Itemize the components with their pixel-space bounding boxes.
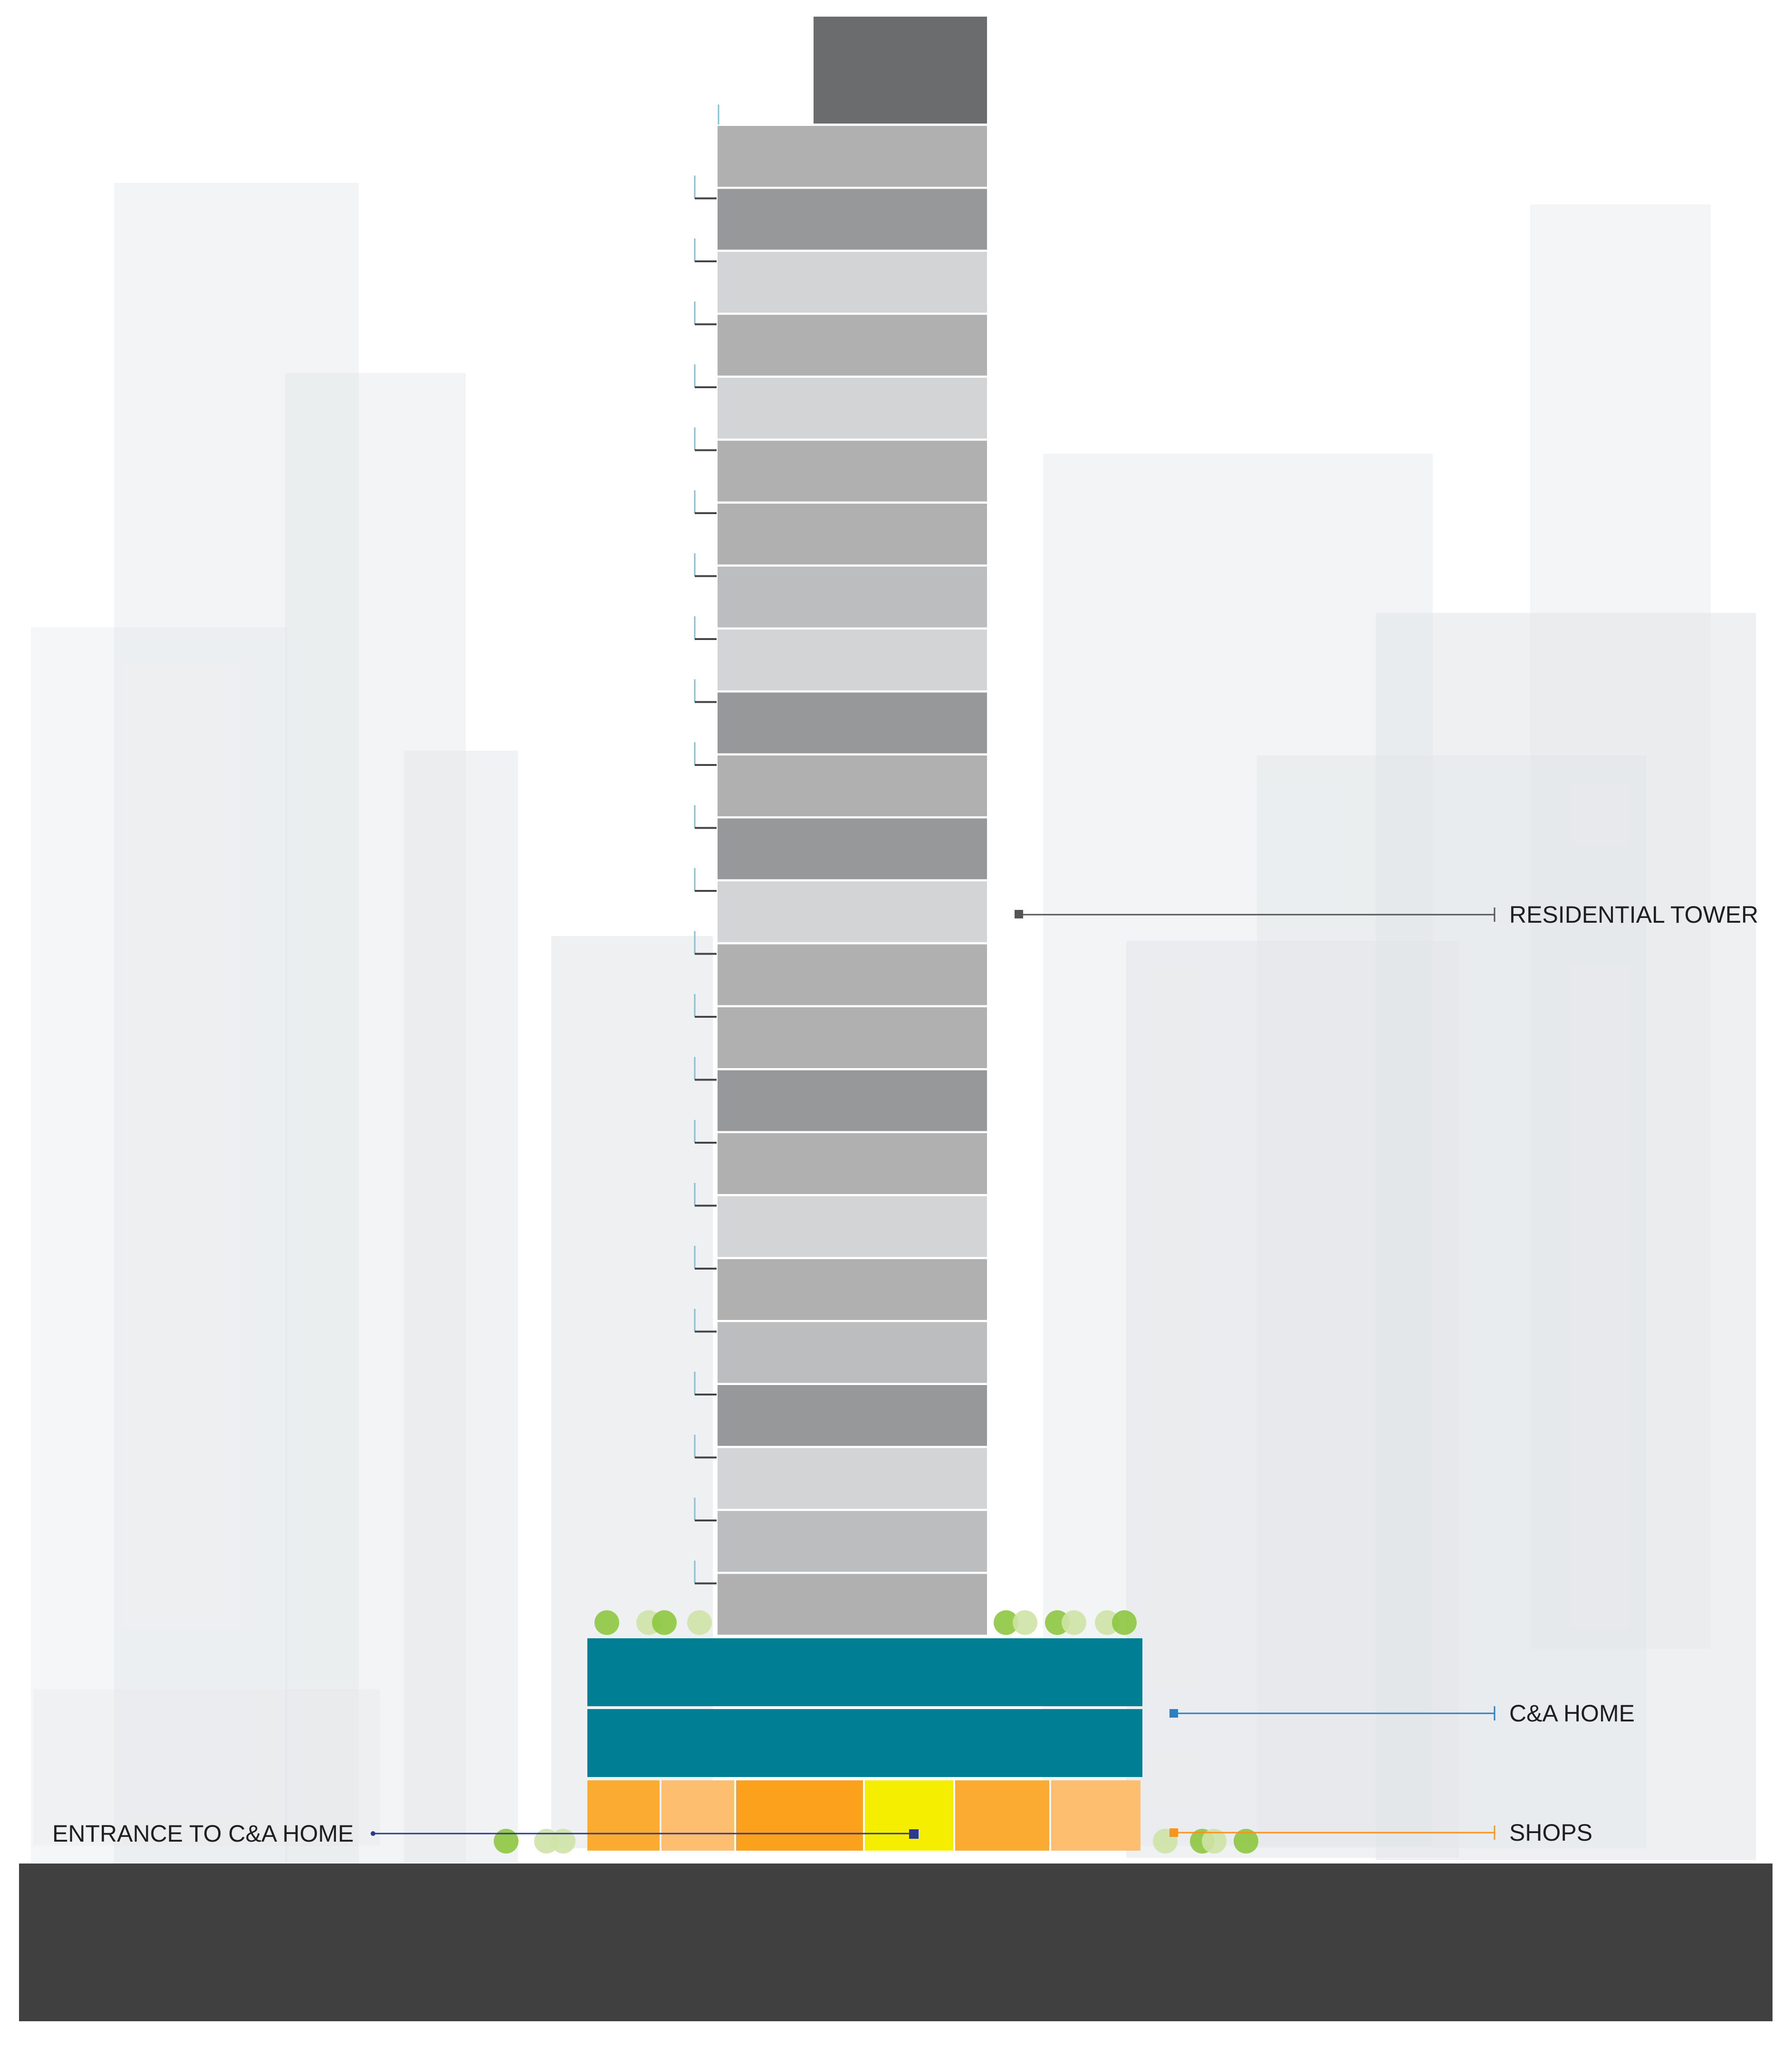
ca-home-callout: C&A HOME [1169, 1700, 1635, 1727]
shops-label: SHOPS [1509, 1819, 1592, 1846]
tower-floor [718, 1196, 987, 1257]
tree-icon [687, 1610, 712, 1635]
tower-floor [718, 1385, 987, 1446]
background-building [114, 183, 359, 1882]
tree-icon [1062, 1610, 1086, 1635]
tree-icon [594, 1610, 619, 1635]
tree-icon [494, 1829, 518, 1854]
entrance-callout: ENTRANCE TO C&A HOME [52, 1820, 919, 1847]
tree-icon [994, 1610, 1018, 1635]
tower-floor [718, 440, 987, 502]
marker-square-icon [909, 1829, 919, 1839]
background-building [404, 751, 518, 1863]
tower-floor [718, 126, 987, 187]
balcony-ticks [694, 105, 719, 1585]
ca-home-floor [587, 1638, 1142, 1706]
entrance-unit [865, 1780, 953, 1851]
tower-floor [718, 566, 987, 628]
tower-floor [718, 504, 987, 564]
tower-floor [718, 1007, 987, 1068]
tree-icon [1095, 1610, 1120, 1635]
ca-home-label: C&A HOME [1509, 1700, 1635, 1727]
residential-tower-callout: RESIDENTIAL TOWER [1015, 901, 1758, 928]
tower-floor [718, 881, 987, 942]
shop-unit [736, 1780, 863, 1851]
shop-unit [1051, 1780, 1140, 1851]
ca-home-floor [587, 1709, 1142, 1777]
marker-square-icon [1169, 1828, 1178, 1837]
residential-tower [718, 17, 987, 1635]
tower-floor [718, 755, 987, 816]
tree-icon [1202, 1829, 1227, 1854]
tree-icon [652, 1610, 677, 1635]
tower-floor [718, 1322, 987, 1383]
tower-floor [718, 818, 987, 879]
background-building [33, 1689, 380, 1846]
podium [587, 1638, 1142, 1851]
tower-floor [718, 315, 987, 376]
background-building [31, 627, 287, 1863]
shop-unit [661, 1780, 734, 1851]
tree-icon [1013, 1610, 1037, 1635]
entrance-label: ENTRANCE TO C&A HOME [52, 1820, 354, 1847]
background-building [1376, 613, 1756, 1860]
tower-floor [718, 1133, 987, 1194]
tower-floor [718, 1448, 987, 1509]
tower-floor [718, 944, 987, 1005]
tower-floor [718, 1259, 987, 1320]
ground-slab [19, 1863, 1773, 2021]
tree-icon [1234, 1829, 1258, 1854]
shop-unit [955, 1780, 1049, 1851]
tower-floor [718, 1070, 987, 1131]
tower-floor [718, 1574, 987, 1635]
tower-floor [718, 252, 987, 313]
trees [494, 1610, 1258, 1854]
marker-square-icon [1169, 1709, 1178, 1718]
tower-floor [718, 189, 987, 250]
tower-crown [814, 17, 987, 124]
tree-icon [551, 1829, 575, 1854]
shops-callout: SHOPS [1169, 1819, 1592, 1846]
marker-square-icon [1015, 910, 1023, 918]
residential-tower-label: RESIDENTIAL TOWER [1509, 901, 1758, 928]
tree-icon [1112, 1610, 1137, 1635]
shop-unit [587, 1780, 660, 1851]
tower-floor [718, 1511, 987, 1572]
tower-floor [718, 630, 987, 690]
tower-floor [718, 692, 987, 754]
tower-floor [718, 378, 987, 439]
